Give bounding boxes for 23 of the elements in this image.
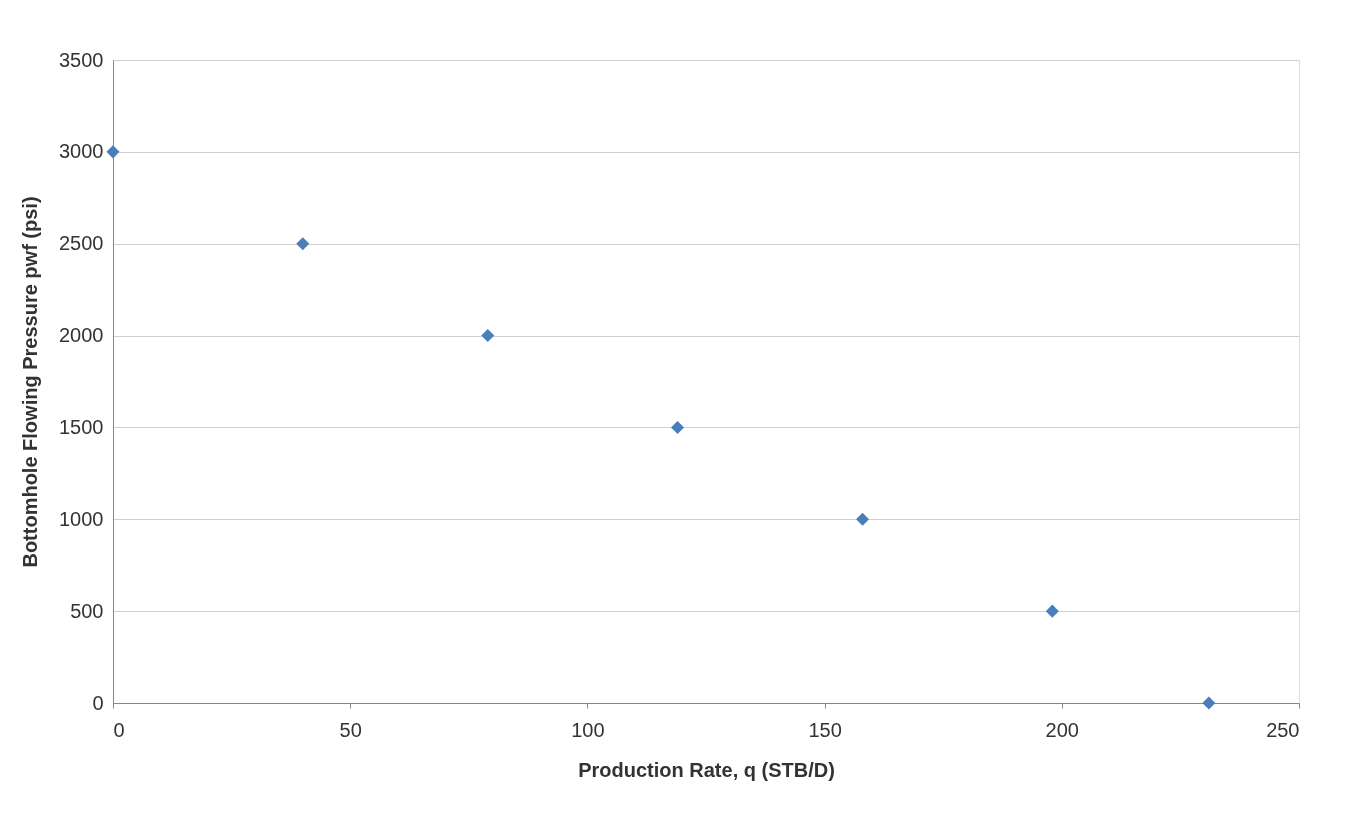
x-tick-label: 200: [1045, 718, 1079, 741]
point: [856, 512, 870, 526]
y-tick-label: 3500: [59, 48, 104, 71]
point: [1045, 604, 1059, 618]
point: [296, 237, 310, 251]
x-axis-title: Production Rate, q (STB/D): [578, 758, 835, 781]
point: [481, 329, 495, 343]
x-tick-label: 0: [113, 718, 125, 741]
point: [106, 145, 120, 159]
y-tick-label: 2500: [59, 232, 104, 255]
x-tick-label: 100: [571, 718, 605, 741]
x-tick-label: 150: [808, 718, 842, 741]
y-tick-label: 2000: [59, 324, 104, 347]
x-tick-label: 50: [339, 718, 362, 741]
y-tick-label: 3000: [59, 140, 104, 163]
y-tick-label: 500: [70, 599, 104, 622]
point: [671, 420, 685, 434]
point: [1202, 696, 1216, 710]
x-tick-label: 250: [1266, 718, 1300, 741]
y-tick-label: 1500: [59, 415, 104, 438]
y-tick-label: 0: [92, 691, 104, 714]
y-axis-title: Bottomhole Flowing Pressure pwf (psi): [19, 196, 42, 568]
y-tick-label: 1000: [59, 507, 104, 530]
